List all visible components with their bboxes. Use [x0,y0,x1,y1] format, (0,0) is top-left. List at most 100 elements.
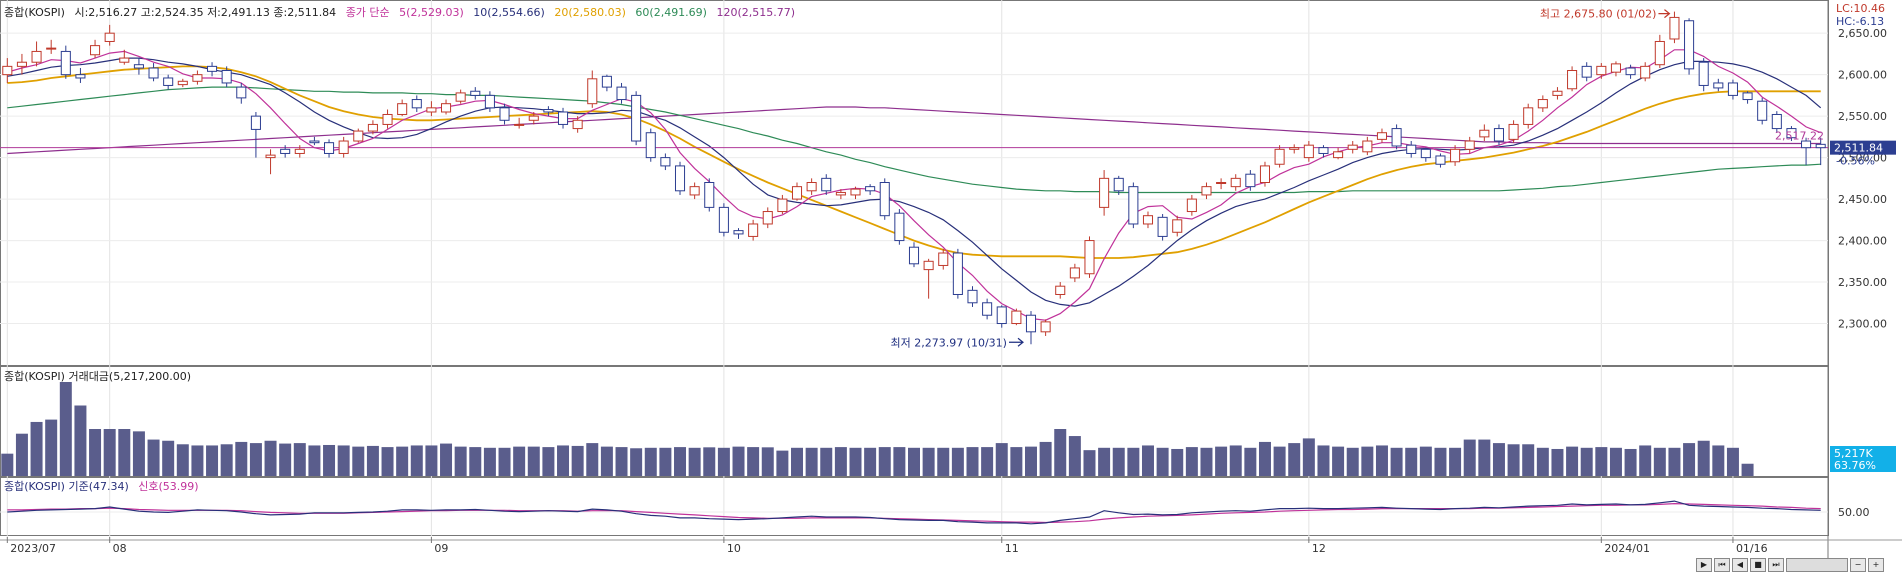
x-tick-label: 2024/01 [1604,542,1650,555]
volume-bar [1639,445,1652,476]
ma20-label[interactable]: 20(2,580.03) [554,6,626,19]
ma60-line [7,86,1821,194]
volume-bar [878,447,891,476]
volume-bar [249,443,262,476]
volume-bar [1653,447,1666,476]
candle-body [908,246,920,265]
volume-bar [1419,446,1432,476]
price-tick-label: 2,550.00 [1838,110,1887,123]
volume-bar [454,446,467,476]
volume-bar [30,421,43,476]
ma-type-label[interactable]: 종가 단순 [345,6,390,19]
volume-bar [1361,446,1374,476]
volume-bar [717,447,730,476]
low-annotation: 최저 2,273.97 (10/31) [890,336,1007,349]
price-tick-label: 2,400.00 [1838,235,1887,248]
candle-body [440,103,452,113]
candle-body [616,86,627,101]
candle-body [1420,148,1431,159]
price-tick-label: 2,450.00 [1838,193,1887,206]
volume-bar [440,443,453,476]
candle-body [528,115,539,121]
candle-body [1318,147,1329,154]
indicator-tick-label: 50.00 [1838,506,1870,519]
ohlc-label: 시:2,516.27 고:2,524.35 저:2,491.13 종:2,511… [74,6,337,19]
last-change-label: -0.56% [1836,155,1875,168]
volume-bar [1712,445,1725,476]
volume-bar [776,450,789,476]
candle-body [543,109,554,113]
volume-bar [1726,447,1739,476]
volume-bar [1434,447,1447,476]
candle-body [1713,82,1724,89]
zoom-in-button[interactable]: + [1868,558,1884,572]
candle-body [1786,128,1797,139]
candle-body [748,223,759,237]
candle-body [294,148,305,154]
scroll-last-button[interactable]: ⏭ [1768,558,1784,572]
scroll-right-button[interactable]: ▶ [1696,558,1712,572]
volume-bar [600,446,613,476]
scroll-track[interactable] [1786,558,1848,572]
candle-body [572,119,583,130]
volume-bar [425,445,438,476]
candle-body [1757,100,1768,121]
candle-body [353,130,364,142]
volume-bar [1405,447,1418,476]
stop-button[interactable]: ■ [1750,558,1766,572]
volume-bar [1492,443,1505,476]
ma120-label[interactable]: 120(2,515.77) [716,6,796,19]
ma60-label[interactable]: 60(2,491.69) [635,6,707,19]
volume-bar [1200,447,1213,476]
volume-bar [162,440,175,476]
candle-body [338,140,349,154]
volume-bar [571,445,584,476]
candle-body [1801,140,1812,149]
candle-body [1640,65,1651,79]
volume-bar [1536,447,1549,476]
candle-body [587,78,598,105]
volume-bar [206,445,219,476]
candle-body [952,252,963,295]
volume-bar [103,429,116,476]
ma10-label[interactable]: 10(2,554.66) [473,6,545,19]
volume-title: 종합(KOSPI) 거래대금(5,217,200.00) [4,370,191,383]
candle-body [1186,198,1197,213]
volume-bar [615,447,628,476]
volume-bar [1024,446,1037,476]
candle-body [1552,90,1563,96]
price-tick-label: 2,500.00 [1838,152,1887,165]
candle-body [1055,285,1066,295]
candle-body [1011,310,1022,325]
scroll-first-button[interactable]: ⏮ [1714,558,1730,572]
volume-bar [132,431,145,476]
candle-body [324,142,335,154]
candle-body [777,198,788,213]
ma5-label[interactable]: 5(2,529.03) [399,6,464,19]
zoom-out-button[interactable]: − [1850,558,1866,572]
volume-bar [1668,447,1681,476]
volume-bar [1010,447,1023,476]
volume-last-pct: 63.76% [1834,459,1876,472]
volume-bar [732,446,745,476]
x-tick-label: 11 [1005,542,1019,555]
volume-bar [89,429,102,476]
candle-body [1128,186,1139,225]
volume-bar [922,447,935,476]
candle-body [1274,148,1285,165]
volume-bar [1215,446,1228,476]
candle-body [163,77,174,86]
candle-body [660,157,671,167]
volume-bar [1449,447,1462,476]
volume-bar [1258,441,1271,476]
candle-body [1669,16,1680,40]
candle-body [704,182,715,208]
scroll-left-button[interactable]: ◀ [1732,558,1748,572]
volume-bar [191,445,204,476]
candle-body [821,177,832,192]
candle-body [1464,140,1475,150]
volume-bar [557,445,570,476]
candle-body [1172,219,1183,233]
candle-body [1347,144,1358,150]
